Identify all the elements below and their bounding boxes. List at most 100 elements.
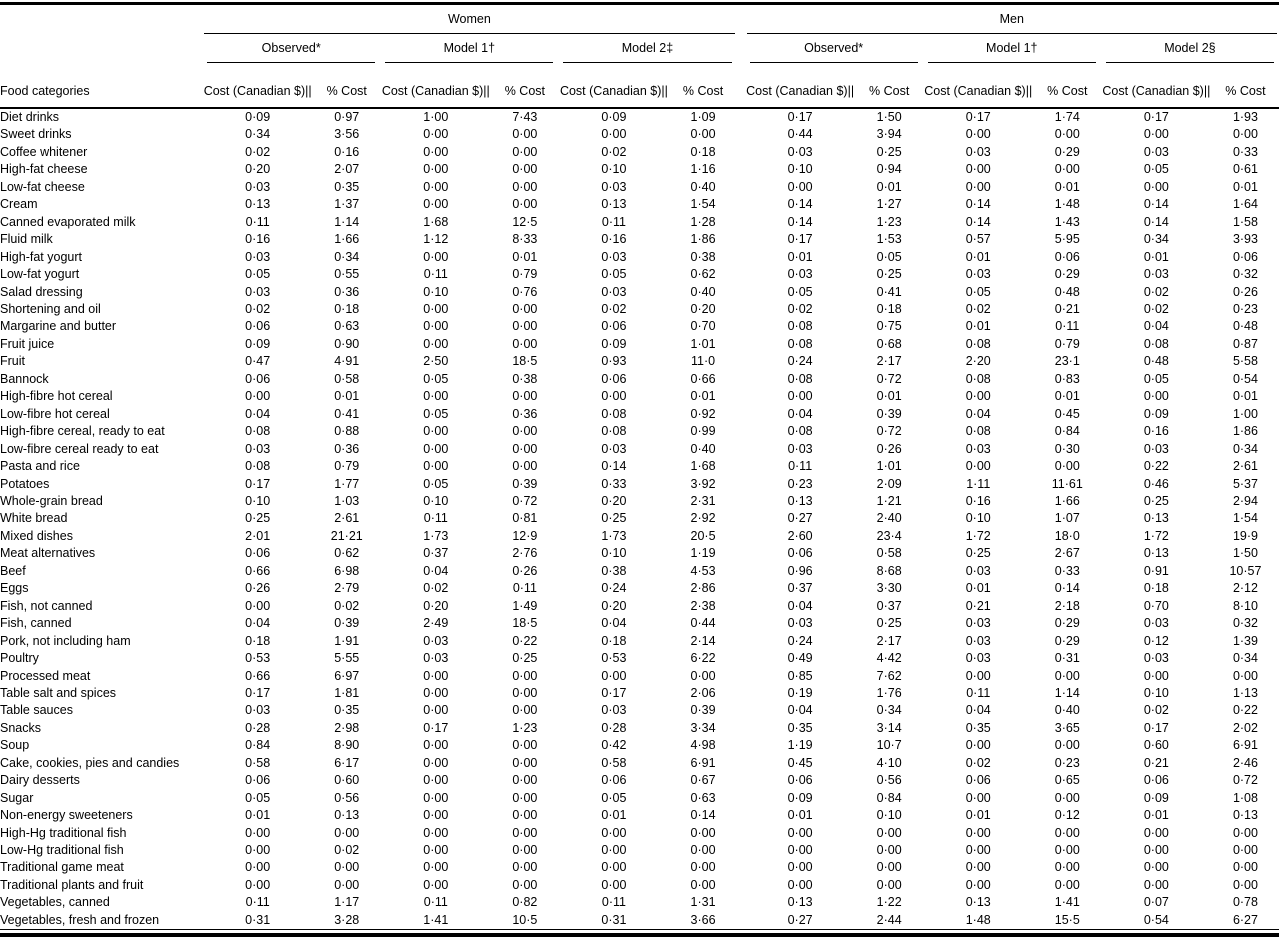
pct-value-cell: 0·21 [1054, 301, 1080, 316]
cost-value-cell: 0·27 [744, 912, 856, 931]
pct-value-cell: 4·91 [334, 354, 360, 369]
pct-value-cell: 1·23 [876, 214, 902, 229]
cost-value-cell: 0·09 [245, 336, 271, 351]
group-gap [737, 476, 745, 493]
food-category-cell: Salad dressing [0, 284, 83, 299]
cost-value-cell: 0·45 [787, 755, 813, 770]
pct-value-cell: 0·34 [1232, 651, 1258, 666]
group-gap [737, 231, 745, 248]
cost-value-cell: 0·00 [601, 860, 627, 875]
pct-value-cell: 1·68 [690, 459, 716, 474]
pct-value-cell: 0·00 [512, 441, 538, 456]
food-category-cell: Dairy desserts [0, 773, 80, 788]
cost-value-cell: 0·17 [245, 685, 271, 700]
cost-value-cell: 0·01 [965, 581, 991, 596]
pct-value-cell: 0·20 [690, 301, 716, 316]
cost-value-cell: 0·03 [1143, 441, 1169, 456]
group-label-women: Women [447, 12, 491, 26]
pct-value-cell: 0·02 [334, 598, 360, 613]
cost-value-cell: 0·34 [245, 127, 271, 142]
table-row: White bread 0·25 2·61 0·11 0·81 0·25 2·92 0·27 2… [0, 510, 1279, 527]
pct-value-cell: 1·17 [334, 895, 360, 910]
pct-value-cell: 0·32 [1232, 616, 1258, 631]
pct-value-cell: 10·57 [1229, 563, 1262, 578]
pct-value-cell: 0·16 [334, 144, 360, 159]
pct-value-cell: 1·43 [1054, 214, 1080, 229]
pct-value-cell: 11·61 [1051, 476, 1083, 491]
pct-value-cell: 0·61 [1232, 162, 1258, 177]
pct-value-cell: 0·39 [334, 616, 360, 631]
pct-value-cell: 0·54 [1232, 371, 1258, 386]
cost-value-cell: 0·03 [245, 179, 271, 194]
cost-value-cell: 0·17 [787, 232, 813, 247]
cost-value-cell: 0·03 [1143, 616, 1169, 631]
pct-value-cell: 1·74 [1054, 110, 1080, 124]
cost-value-cell: 0·13 [1143, 546, 1169, 561]
group-gap [737, 772, 745, 789]
group-gap [737, 318, 745, 335]
pct-header: % Cost [313, 63, 381, 109]
cost-value-cell: 0·23 [787, 476, 813, 491]
food-category-cell: Low-fibre hot cereal [0, 406, 110, 421]
pct-value-cell: 0·22 [512, 633, 538, 648]
cost-value-cell: 0·17 [423, 720, 449, 735]
group-gap [737, 126, 745, 143]
food-category-cell: Vegetables, canned [0, 895, 110, 910]
cost-value-cell: 0·60 [1143, 738, 1169, 753]
cost-value-cell: 0·00 [965, 738, 991, 753]
cost-value-cell: 2·20 [965, 354, 991, 369]
pct-value-cell: 0·00 [512, 162, 538, 177]
cost-value-cell: 0·01 [965, 319, 991, 334]
cost-value-cell: 0·66 [245, 563, 271, 578]
cost-value-cell: 0·06 [787, 546, 813, 561]
cost-value-cell: 0·10 [601, 546, 627, 561]
cost-value-cell: 1·72 [1143, 528, 1169, 543]
group-gap [737, 266, 745, 283]
cost-value-cell: 0·13 [787, 493, 813, 508]
cost-value-cell: 0·09 [601, 110, 627, 124]
group-gap [737, 5, 745, 34]
group-gap [737, 161, 745, 178]
food-category-cell: Bannock [0, 371, 49, 386]
cost-value-cell: 0·54 [1100, 912, 1212, 931]
pct-value-cell: 0·33 [1054, 563, 1080, 578]
table-row: Fish, canned 0·04 0·39 2·49 18·5 0·04 0·44 0·03… [0, 615, 1279, 632]
cost-value-cell: 0·00 [601, 877, 627, 892]
group-gap [737, 179, 745, 196]
food-category-cell: Eggs [0, 581, 29, 596]
cost-value-cell: 0·25 [245, 511, 271, 526]
model-label: Observed* [261, 41, 321, 55]
pct-value-cell: 1·21 [876, 493, 902, 508]
table-row: Soup 0·84 8·90 0·00 0·00 0·42 4·98 1·19 10·7 0·00… [0, 737, 1279, 754]
cost-value-cell: 0·00 [965, 179, 991, 194]
group-gap [737, 737, 745, 754]
pct-value-cell: 0·87 [1232, 336, 1258, 351]
pct-value-cell: 1·07 [1054, 511, 1080, 526]
pct-value-cell: 0·67 [690, 773, 716, 788]
pct-value-cell: 0·26 [1232, 284, 1258, 299]
cost-value-cell: 0·38 [601, 563, 627, 578]
group-gap [737, 859, 745, 876]
cost-value-cell: 0·05 [965, 284, 991, 299]
cost-value-cell: 0·08 [245, 424, 271, 439]
pct-value-cell: 0·63 [334, 319, 360, 334]
pct-value-cell: 5·95 [1054, 232, 1080, 247]
pct-value-cell: 0·01 [876, 389, 902, 404]
cost-value-cell: 0·06 [601, 319, 627, 334]
food-category-cell: Traditional plants and fruit [0, 877, 144, 892]
pct-value-cell: 1·01 [690, 336, 716, 351]
pct-value-cell: 23·1 [1054, 354, 1080, 369]
cost-value-cell: 0·25 [965, 546, 991, 561]
cost-value-cell: 0·00 [787, 389, 813, 404]
pct-value-cell: 0·00 [690, 825, 716, 840]
table-row: Table salt and spices 0·17 1·81 0·00 0·00 0·1… [0, 685, 1279, 702]
pct-value-cell: 0·00 [1054, 825, 1080, 840]
model-header-women-model1: Model 1† [380, 34, 558, 63]
pct-value-cell: 0·00 [1232, 843, 1258, 858]
pct-value-cell: 2·98 [334, 720, 360, 735]
pct-value-cell: 0·23 [1054, 755, 1080, 770]
table-row: High-fat yogurt 0·03 0·34 0·00 0·01 0·03 0·38 0… [0, 249, 1279, 266]
cost-value-cell: 0·06 [245, 773, 271, 788]
model-header-men-model1: Model 1† [923, 34, 1101, 63]
cost-value-cell: 2·60 [787, 528, 813, 543]
